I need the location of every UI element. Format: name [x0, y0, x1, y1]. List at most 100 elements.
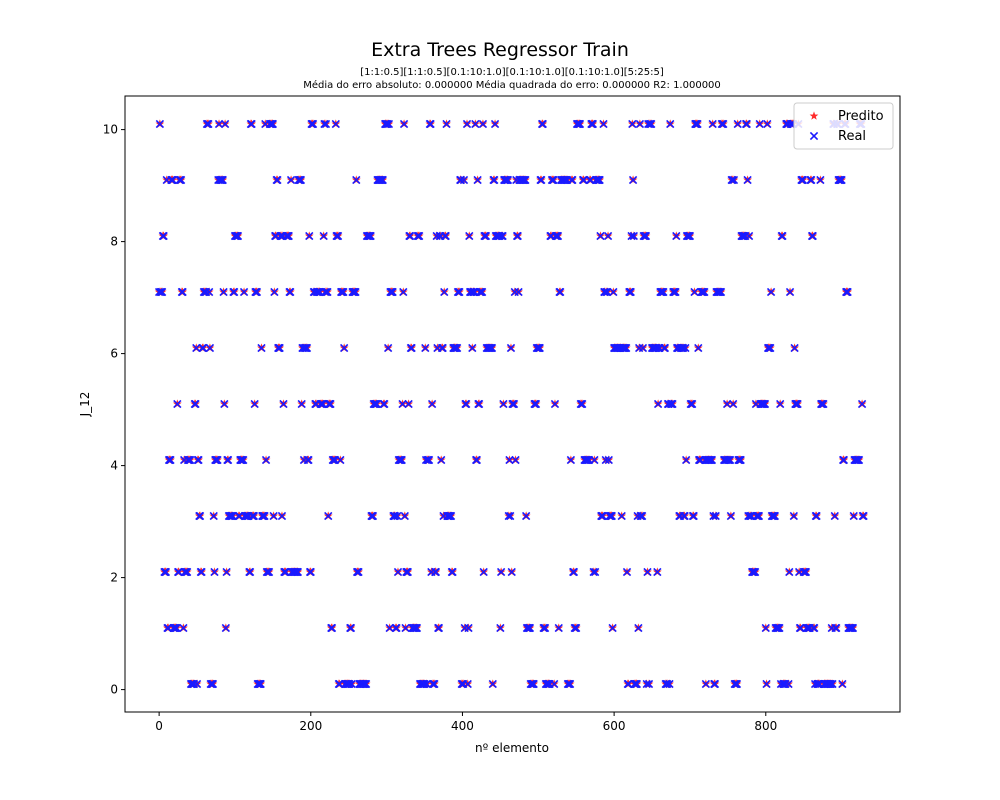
data-point-real [269, 511, 278, 521]
data-point-real [327, 623, 337, 633]
data-point-real [321, 119, 331, 129]
data-point-real [666, 119, 675, 129]
data-point-real [213, 455, 222, 465]
x-axis-label: nº elemento [475, 741, 549, 755]
data-point-real [604, 455, 613, 465]
legend-label-predito: Predito [838, 109, 884, 124]
data-point-real [192, 679, 202, 689]
data-point-real [770, 511, 780, 521]
x-tick-label: 800 [754, 719, 777, 733]
data-point-real [397, 455, 406, 465]
data-point-real [324, 511, 333, 521]
data-point-real [830, 511, 839, 521]
data-point-real [277, 511, 287, 521]
data-point-real [468, 343, 477, 353]
data-point-real [641, 231, 651, 241]
data-point-real [168, 175, 177, 185]
data-point-real [550, 679, 559, 689]
y-tick-label: 2 [110, 571, 118, 585]
data-point-real [346, 623, 356, 633]
data-point-real [352, 175, 361, 185]
data-point-real [762, 679, 771, 689]
data-point-real [796, 623, 805, 633]
data-point-real [513, 231, 522, 241]
data-point-real [430, 679, 439, 689]
data-point-real [685, 231, 695, 241]
data-point-real [644, 119, 653, 129]
data-point-real [790, 343, 799, 353]
y-tick-label: 10 [103, 123, 118, 137]
data-point-real [700, 287, 709, 297]
scatter-points [154, 119, 868, 689]
data-point-real [653, 399, 663, 409]
chart-title: Extra Trees Regressor Train [371, 39, 629, 61]
data-point-real [421, 343, 430, 353]
x-tick-label: 600 [603, 719, 626, 733]
data-point-real [186, 455, 195, 465]
data-point-real [784, 679, 793, 689]
data-point-real [431, 567, 441, 577]
data-point-real [503, 175, 513, 185]
data-point-real [733, 119, 742, 129]
data-point-real [506, 511, 515, 521]
data-point-real [600, 287, 610, 297]
data-point-real [732, 679, 742, 689]
data-point-real [388, 287, 397, 297]
data-point-real [319, 231, 328, 241]
data-point-real [569, 567, 579, 577]
data-point-real [838, 679, 847, 689]
data-point-real [816, 175, 825, 185]
data-point-real [663, 679, 672, 689]
data-point-real [390, 511, 400, 521]
legend: Predito Real [793, 102, 894, 150]
data-point-real [194, 455, 203, 465]
data-point-real [308, 119, 318, 129]
data-point-real [463, 679, 472, 689]
data-point-real [849, 511, 858, 521]
series-real [154, 119, 868, 689]
data-point-real [154, 287, 164, 297]
data-point-real [459, 175, 469, 185]
data-point-real [245, 567, 255, 577]
data-point-real [837, 175, 846, 185]
data-point-real [553, 231, 563, 241]
data-point-real [608, 623, 617, 633]
data-point-real [441, 231, 450, 241]
data-point-real [689, 511, 698, 521]
data-point-real [446, 511, 456, 521]
data-point-real [383, 343, 393, 353]
data-point-real [566, 455, 576, 465]
chart-subtitle-line-1: [1:1:0.5][1:1:0.5][0.1:10:1.0][0.1:10:1.… [360, 67, 664, 78]
data-point-real [744, 231, 754, 241]
data-point-real [763, 119, 772, 129]
data-point-real [798, 175, 808, 185]
x-tick-label: 200 [299, 719, 322, 733]
data-point-real [257, 343, 266, 353]
data-point-real [228, 511, 237, 521]
data-point-real [399, 119, 409, 129]
data-point-real [535, 343, 544, 353]
data-point-real [239, 455, 248, 465]
data-point-real [249, 511, 259, 521]
data-point-real [172, 623, 181, 633]
data-point-real [455, 287, 464, 297]
data-point-real [331, 119, 340, 129]
data-point-real [848, 623, 858, 633]
data-point-real [205, 343, 215, 353]
data-point-real [426, 119, 435, 129]
data-point-real [778, 231, 787, 241]
data-point-real [626, 287, 635, 297]
data-point-real [166, 455, 175, 465]
data-point-real [504, 511, 513, 521]
data-point-real [589, 567, 598, 577]
data-point-real [208, 679, 218, 689]
data-point-real [347, 679, 356, 689]
data-point-real [440, 287, 449, 297]
data-point-real [401, 623, 410, 633]
data-point-real [479, 567, 488, 577]
data-point-real [306, 567, 315, 577]
data-point-real [239, 287, 249, 297]
data-point-real [505, 455, 514, 465]
data-point-real [550, 399, 560, 409]
data-point-real [843, 287, 852, 297]
